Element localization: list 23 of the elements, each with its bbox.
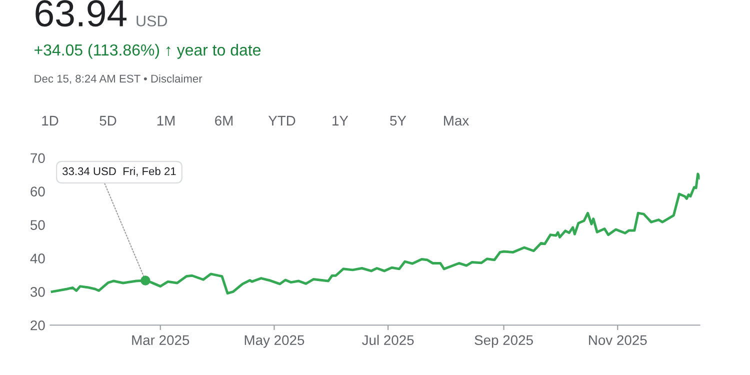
x-tick-label: Mar 2025 <box>132 335 190 346</box>
annotation: 33.34 USD Fri, Feb 21 <box>62 166 176 176</box>
y-tick-label: 70 <box>30 153 45 164</box>
y-tick-label: 20 <box>30 320 45 330</box>
chart-subtitle: +34.05 (113.86%) ↑ year to date <box>34 44 261 59</box>
text: Dec 15, 8:24 AM EST • Disclaimer <box>34 74 202 84</box>
text: Max <box>444 116 469 126</box>
y-tick-label: 50 <box>30 220 45 230</box>
text: 1Y <box>332 116 348 126</box>
y-tick-label: 60 <box>30 186 45 196</box>
x-tick-label: Sep 2025 <box>474 335 533 348</box>
y-tick-label: 30 <box>30 287 45 297</box>
y-tick-label: 40 <box>30 254 45 264</box>
x-tick-label: May 2025 <box>244 335 304 348</box>
chart-title: 63.94 USD <box>36 0 168 27</box>
text: 1M <box>157 116 175 126</box>
x-tick-label: Nov 2025 <box>589 335 647 346</box>
text: YTD <box>268 116 296 126</box>
x-tick-label: Jul 2025 <box>362 334 414 346</box>
text: 5D <box>100 116 116 126</box>
text: 5Y <box>390 116 406 126</box>
text: 6M <box>215 116 233 126</box>
text: 1D <box>42 116 58 126</box>
